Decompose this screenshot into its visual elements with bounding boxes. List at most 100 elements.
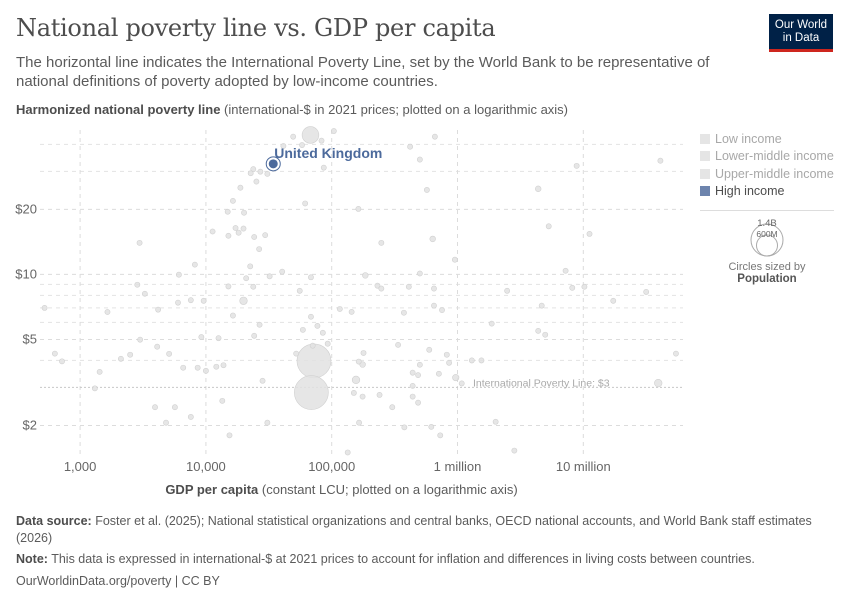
y-axis-label: Harmonized national poverty line (intern… xyxy=(16,102,568,117)
data-point xyxy=(324,340,331,347)
data-point xyxy=(301,126,320,144)
data-point xyxy=(308,313,314,320)
data-point xyxy=(250,283,257,290)
size-label-small: 600M xyxy=(756,229,777,239)
data-point xyxy=(538,302,545,309)
data-point xyxy=(219,397,226,404)
legend-label: Low income xyxy=(715,131,782,146)
data-point xyxy=(264,419,271,426)
data-point xyxy=(535,185,542,192)
data-point xyxy=(673,350,679,357)
data-point xyxy=(429,235,436,243)
legend-item-lower-middle-income[interactable]: Lower-middle income xyxy=(700,148,834,166)
source-text[interactable]: Foster et al. (2025); National statistic… xyxy=(16,514,812,545)
data-point xyxy=(409,382,416,389)
x-tick-label: 1 million xyxy=(434,459,482,474)
chart-title: National poverty line vs. GDP per capita xyxy=(16,14,496,42)
data-point xyxy=(213,363,220,370)
data-point xyxy=(389,404,396,411)
size-legend: 1.4B 600M Circles sized by Population xyxy=(700,210,834,285)
data-point xyxy=(452,374,460,382)
data-point xyxy=(318,137,325,144)
data-point xyxy=(586,231,593,237)
data-point xyxy=(247,170,254,177)
data-point xyxy=(250,166,257,173)
x-axis-label-rest: (constant LCU; plotted on a logarithmic … xyxy=(258,482,518,497)
y-tick-label: $2 xyxy=(23,417,37,432)
data-point xyxy=(224,208,231,215)
data-point xyxy=(243,275,250,282)
data-point xyxy=(299,142,305,148)
data-point xyxy=(330,128,337,134)
x-tick-label: 10 million xyxy=(556,459,611,474)
y-tick-label: $10 xyxy=(15,266,37,281)
data-point xyxy=(280,143,287,149)
data-point xyxy=(241,209,247,216)
data-point xyxy=(395,341,401,348)
highlight-ring xyxy=(265,156,281,172)
data-point xyxy=(235,229,242,236)
legend: Low income Lower-middle income Upper-mid… xyxy=(700,130,834,200)
x-tick-label: 100,000 xyxy=(308,459,355,474)
legend-item-low-income[interactable]: Low income xyxy=(700,130,834,148)
data-point xyxy=(359,393,366,400)
data-point xyxy=(175,299,181,306)
data-point xyxy=(437,432,444,439)
data-point xyxy=(134,281,141,288)
data-point xyxy=(401,424,408,431)
data-point xyxy=(194,364,201,371)
data-point xyxy=(237,184,244,191)
data-point xyxy=(220,362,227,369)
data-point xyxy=(225,283,232,290)
owid-logo[interactable]: Our World in Data xyxy=(769,14,833,52)
size-variable[interactable]: Population xyxy=(737,273,797,285)
credit[interactable]: OurWorldinData.org/poverty | CC BY xyxy=(16,573,220,588)
data-point xyxy=(137,336,144,343)
data-point xyxy=(562,267,569,274)
data-point xyxy=(172,404,178,411)
data-point xyxy=(423,187,430,193)
data-point xyxy=(657,157,664,164)
data-point xyxy=(581,283,588,290)
legend-item-upper-middle-income[interactable]: Upper-middle income xyxy=(700,165,834,183)
source-label: Data source: xyxy=(16,514,92,528)
data-point xyxy=(488,320,495,327)
data-point xyxy=(431,285,437,292)
data-point xyxy=(492,418,499,425)
chart-subtitle: The horizontal line indicates the Intern… xyxy=(16,54,710,90)
data-point xyxy=(59,358,65,365)
x-axis-label: GDP per capita (constant LCU; plotted on… xyxy=(0,482,683,497)
data-point xyxy=(166,350,173,357)
data-point xyxy=(117,355,124,362)
data-point xyxy=(225,232,232,239)
data-point xyxy=(136,239,143,246)
data-source: Data source: Foster et al. (2025); Natio… xyxy=(16,513,836,546)
data-point xyxy=(230,197,236,204)
data-point xyxy=(309,342,316,349)
data-point xyxy=(416,156,423,163)
data-point xyxy=(355,358,362,365)
size-legend-circles: 1.4B 600M xyxy=(750,218,784,257)
legend-swatch xyxy=(700,133,710,144)
y-axis-label-bold: Harmonized national poverty line xyxy=(16,102,221,117)
data-point xyxy=(376,392,383,398)
legend-item-high-income[interactable]: High income xyxy=(700,183,834,201)
data-point xyxy=(257,168,264,175)
size-circle-small xyxy=(756,234,778,257)
data-point xyxy=(468,357,475,364)
data-point xyxy=(163,419,169,426)
data-point xyxy=(264,170,271,177)
data-point xyxy=(643,289,650,295)
data-point xyxy=(336,306,343,312)
data-point xyxy=(535,327,542,334)
data-point xyxy=(293,350,300,357)
data-point xyxy=(348,308,355,315)
data-point xyxy=(350,389,357,396)
x-axis-label-bold: GDP per capita xyxy=(165,482,259,497)
data-point xyxy=(439,307,445,313)
data-point xyxy=(458,380,465,387)
data-point xyxy=(154,343,161,350)
data-point xyxy=(443,351,450,358)
